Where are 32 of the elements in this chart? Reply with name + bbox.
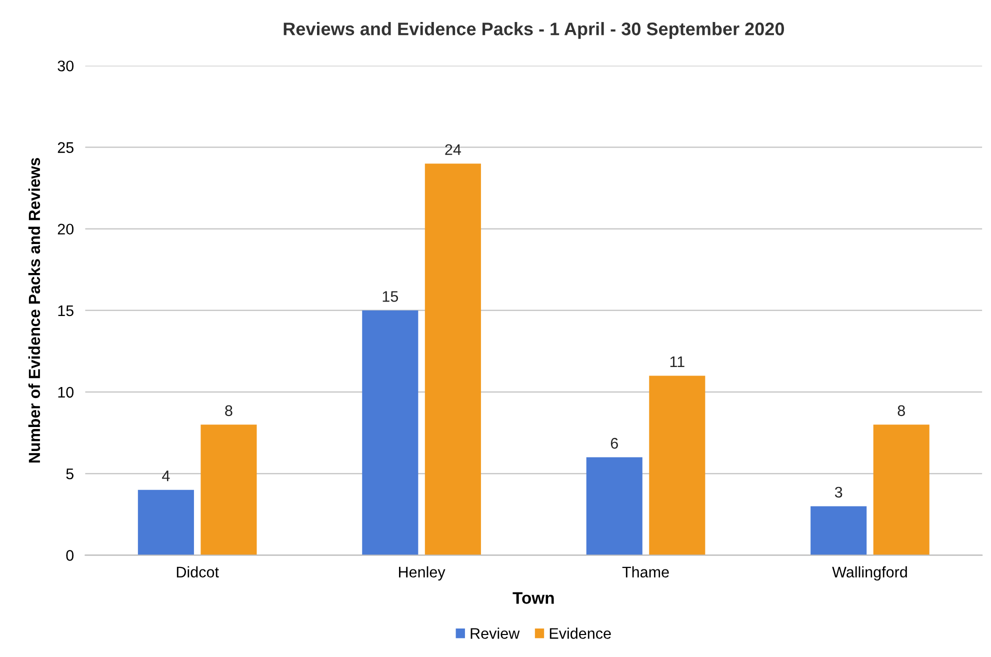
y-tick-label: 25	[58, 142, 74, 153]
data-label: 8	[898, 405, 905, 416]
data-label: 8	[225, 405, 232, 416]
x-tick-label: Didcot	[176, 566, 219, 578]
bar	[138, 490, 194, 556]
y-tick-label: 0	[66, 550, 74, 561]
legend-label: Review	[470, 628, 520, 639]
y-tick-label: 20	[58, 224, 74, 235]
y-tick-label: 15	[58, 305, 74, 316]
x-tick-label: Henley	[399, 566, 446, 581]
y-tick-label: 5	[66, 468, 74, 480]
bar	[586, 457, 642, 556]
bar	[200, 424, 257, 556]
data-label: 4	[162, 470, 170, 482]
x-axis-title: Town	[512, 592, 554, 604]
bar	[873, 424, 930, 556]
data-label: 11	[670, 356, 684, 367]
data-label: 6	[610, 438, 618, 449]
data-label: 15	[382, 291, 398, 302]
y-tick-label: 10	[58, 386, 74, 398]
x-tick-label: Wallingford	[832, 566, 907, 581]
x-tick-label: Thame	[622, 566, 669, 578]
y-tick-label: 30	[58, 60, 74, 72]
bar	[362, 310, 418, 556]
chart-title: Reviews and Evidence Packs - 1 April - 30 September 2020	[284, 22, 784, 39]
bar	[810, 506, 867, 556]
data-label: 3	[834, 486, 842, 498]
y-axis-title: Number of Evidence Packs and Reviews	[28, 158, 40, 462]
bar	[649, 376, 706, 556]
bar	[424, 164, 481, 556]
legend-label: Evidence	[550, 628, 611, 639]
data-label: 24	[445, 144, 461, 155]
